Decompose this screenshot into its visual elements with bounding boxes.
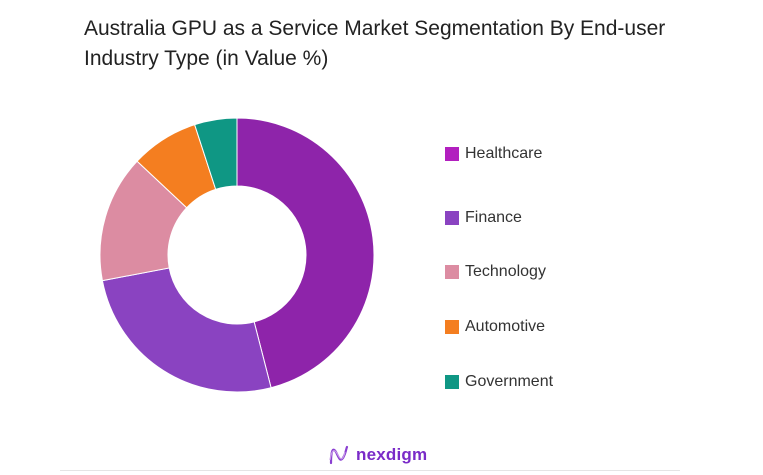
legend-item-technology: Technology [445,263,546,281]
legend-item-finance: Finance [445,209,522,227]
legend-swatch [445,265,459,279]
slice-finance [101,267,272,393]
nexdigm-logo: nexdigm [328,444,427,466]
legend-swatch [445,211,459,225]
legend-swatch [445,375,459,389]
legend-swatch [445,147,459,161]
footer-divider [60,470,680,471]
legend-label: Technology [465,263,546,280]
slice-healthcare [236,117,375,389]
nexdigm-logo-icon [329,445,349,465]
legend-item-automotive: Automotive [445,318,545,336]
legend-label: Government [465,373,554,390]
legend-item-healthcare: Healthcare [445,145,542,163]
chart-title: Australia GPU as a Service Market Segmen… [84,17,666,70]
legend-label: Healthcare [465,145,543,162]
legend-label: Automotive [465,318,546,335]
legend-label: Finance [465,209,522,226]
legend-item-government: Government [445,373,553,391]
slice-government [194,117,238,191]
legend-swatch [445,320,459,334]
logo-text: nexdigm [356,445,428,464]
